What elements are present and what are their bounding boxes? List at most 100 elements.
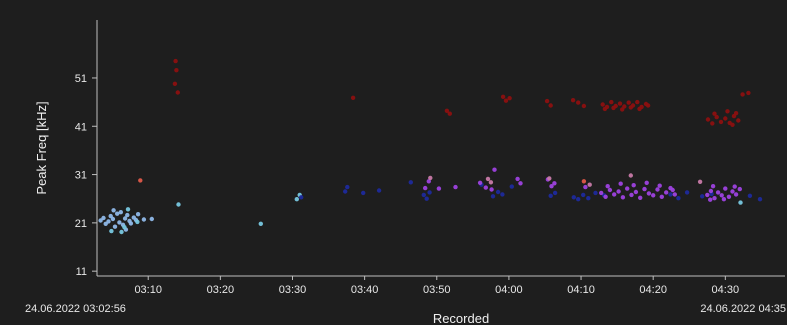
data-point bbox=[607, 187, 613, 193]
data-point bbox=[141, 217, 147, 222]
data-point bbox=[635, 99, 640, 105]
data-point bbox=[605, 184, 610, 189]
x-tick-label: 03:20 bbox=[207, 284, 235, 296]
y-tick-label: 41 bbox=[75, 121, 87, 133]
data-point bbox=[757, 197, 763, 202]
data-point bbox=[642, 186, 647, 192]
data-point bbox=[483, 185, 488, 190]
data-point bbox=[718, 119, 724, 125]
data-point bbox=[684, 190, 690, 195]
data-point bbox=[138, 178, 143, 183]
x-tick-label: 04:00 bbox=[495, 284, 523, 296]
data-point bbox=[705, 117, 711, 122]
data-point bbox=[617, 101, 623, 106]
data-point bbox=[552, 190, 558, 196]
data-point bbox=[747, 193, 753, 198]
data-point bbox=[655, 187, 660, 192]
data-point bbox=[477, 180, 483, 185]
data-point bbox=[515, 176, 520, 182]
data-point bbox=[125, 212, 130, 218]
data-point bbox=[612, 192, 617, 197]
data-point bbox=[644, 180, 649, 185]
data-point bbox=[737, 186, 742, 192]
data-point bbox=[518, 181, 523, 186]
data-point bbox=[620, 195, 626, 200]
data-point bbox=[101, 215, 106, 221]
data-point bbox=[122, 216, 128, 221]
data-point bbox=[544, 98, 550, 104]
data-point bbox=[125, 207, 131, 212]
data-point bbox=[175, 90, 180, 95]
data-point bbox=[174, 68, 179, 73]
data-point bbox=[697, 179, 703, 184]
data-point bbox=[733, 192, 739, 197]
x-tick-label: 03:50 bbox=[423, 284, 451, 296]
data-point bbox=[447, 111, 452, 116]
data-point bbox=[646, 191, 652, 196]
data-point bbox=[732, 184, 737, 189]
data-point bbox=[490, 194, 496, 199]
x-tick-label: 04:20 bbox=[639, 284, 667, 296]
data-point bbox=[376, 188, 382, 193]
data-point bbox=[500, 192, 505, 197]
data-point bbox=[500, 94, 506, 100]
data-point bbox=[628, 173, 633, 178]
data-point bbox=[638, 195, 643, 200]
data-point bbox=[710, 121, 715, 126]
data-point bbox=[135, 219, 140, 225]
data-point bbox=[586, 196, 591, 201]
data-point bbox=[659, 194, 664, 199]
data-point bbox=[583, 184, 588, 190]
data-point bbox=[122, 225, 127, 230]
data-point bbox=[424, 196, 429, 201]
data-point bbox=[117, 220, 122, 225]
data-point bbox=[427, 190, 432, 195]
data-point bbox=[98, 218, 103, 223]
data-point bbox=[600, 102, 605, 107]
data-point bbox=[670, 187, 675, 193]
data-point bbox=[444, 108, 450, 114]
data-point bbox=[408, 180, 413, 185]
data-point bbox=[343, 189, 348, 194]
data-point bbox=[657, 183, 662, 188]
data-point bbox=[705, 192, 710, 198]
data-point bbox=[570, 98, 576, 103]
data-point bbox=[428, 175, 433, 181]
data-point bbox=[740, 92, 745, 97]
data-point bbox=[119, 229, 124, 235]
data-point bbox=[736, 118, 741, 123]
x-start-label: 24.06.2022 03:02:56 bbox=[25, 303, 126, 315]
data-point bbox=[626, 100, 631, 105]
data-point bbox=[708, 197, 713, 202]
data-point bbox=[552, 181, 557, 186]
y-tick-label: 11 bbox=[76, 266, 87, 278]
data-point bbox=[609, 99, 614, 105]
data-point bbox=[547, 176, 552, 181]
data-point bbox=[453, 184, 458, 190]
data-point bbox=[350, 95, 356, 101]
data-point bbox=[548, 103, 553, 108]
data-points bbox=[98, 58, 763, 235]
data-point bbox=[172, 81, 178, 87]
data-point bbox=[714, 114, 719, 120]
data-point bbox=[109, 228, 114, 234]
data-point bbox=[715, 190, 721, 195]
data-point bbox=[712, 111, 717, 116]
data-point bbox=[135, 212, 141, 217]
data-point bbox=[503, 98, 509, 103]
data-point bbox=[629, 192, 634, 198]
data-point bbox=[176, 202, 181, 207]
data-point bbox=[710, 184, 716, 189]
data-point bbox=[738, 200, 743, 205]
data-point bbox=[118, 210, 124, 215]
data-point bbox=[549, 184, 554, 189]
data-point bbox=[628, 105, 633, 110]
x-end-label: 24.06.2022 04:35 bbox=[700, 303, 786, 315]
data-point bbox=[618, 181, 623, 186]
data-point bbox=[603, 194, 608, 199]
data-point bbox=[294, 197, 299, 202]
data-point bbox=[672, 192, 677, 197]
data-point bbox=[712, 196, 717, 201]
